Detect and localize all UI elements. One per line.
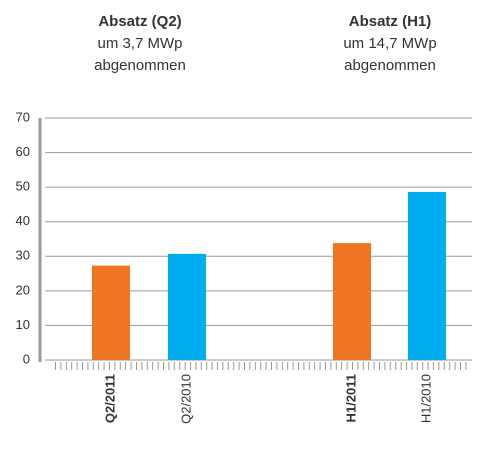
bar	[168, 253, 206, 360]
annotation-text: um 14,7 MWp	[343, 35, 436, 52]
bar	[408, 191, 446, 360]
y-tick-label: 10	[16, 317, 30, 332]
x-tick-label: H1/2010	[418, 374, 433, 423]
y-tick-label: 20	[16, 282, 30, 297]
annotation-text: abgenommen	[344, 57, 436, 74]
bar	[333, 243, 371, 360]
annotation-title: Absatz (Q2)	[98, 13, 181, 30]
x-tick-label: Q2/2011	[102, 374, 117, 423]
x-tick-label: Q2/2010	[178, 374, 193, 424]
bar	[92, 265, 130, 360]
annotation-title: Absatz (H1)	[349, 13, 432, 30]
y-tick-label: 30	[16, 248, 30, 263]
x-tick-label: H1/2011	[343, 374, 358, 422]
y-tick-label: 60	[16, 144, 30, 159]
y-tick-label: 0	[23, 351, 30, 366]
minor-ticks	[55, 362, 467, 370]
annotation-text: um 3,7 MWp	[97, 35, 182, 52]
y-tick-label: 70	[16, 109, 30, 124]
annotation-text: abgenommen	[94, 57, 186, 74]
y-tick-label: 40	[16, 213, 30, 228]
y-tick-label: 50	[16, 179, 30, 194]
